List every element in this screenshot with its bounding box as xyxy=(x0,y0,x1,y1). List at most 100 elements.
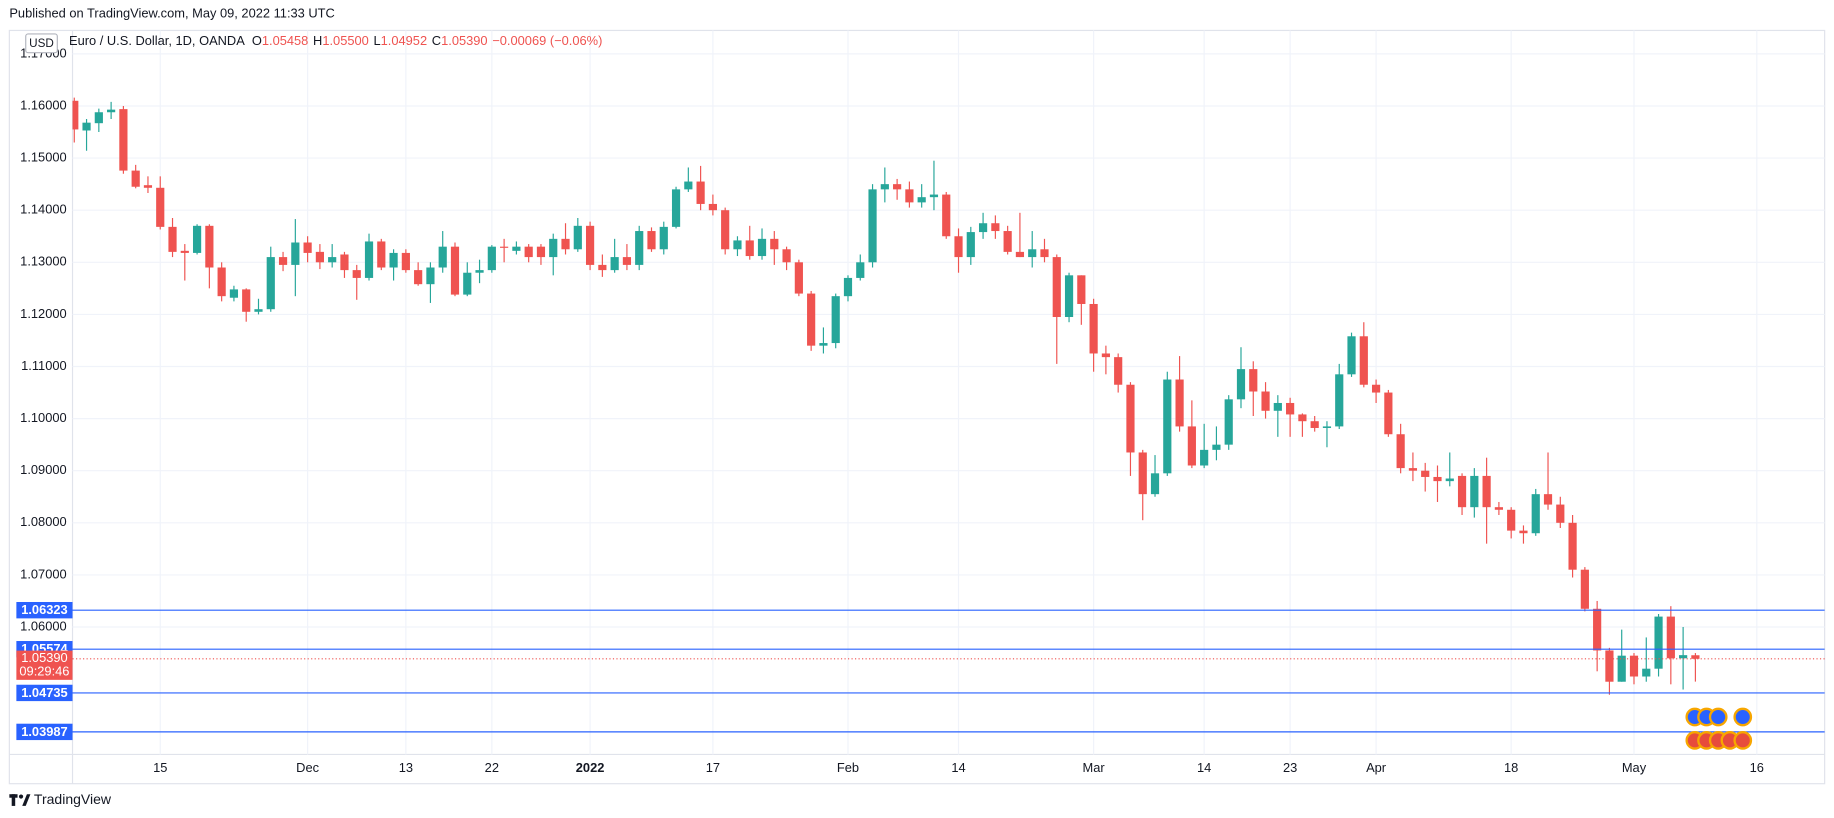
candle-body xyxy=(843,277,853,297)
candle-body xyxy=(1617,655,1626,682)
candle-body xyxy=(1580,569,1589,609)
candle-body xyxy=(1236,369,1246,400)
y-tick-label: 1.06000 xyxy=(20,618,66,633)
x-tick-label: May xyxy=(1622,760,1647,775)
candle-body xyxy=(1114,357,1123,385)
candle-body xyxy=(1310,421,1319,428)
candle-body xyxy=(291,242,300,265)
candle-body xyxy=(917,197,926,203)
candle-body xyxy=(131,170,140,187)
candle-body xyxy=(1396,434,1405,469)
candle-body xyxy=(1028,249,1037,258)
candle-body xyxy=(94,112,103,124)
candle-body xyxy=(426,267,435,285)
x-tick-label: Dec xyxy=(296,760,319,775)
candle-body xyxy=(745,240,754,257)
candle-body xyxy=(229,289,239,298)
candle-body xyxy=(978,223,988,233)
candle-body xyxy=(696,181,705,204)
candle-body xyxy=(1101,353,1110,358)
candle-body xyxy=(1556,504,1565,523)
y-tick-label: 1.11000 xyxy=(21,358,67,373)
candle-body xyxy=(966,232,975,258)
candle-body xyxy=(1261,391,1270,411)
candle-body xyxy=(1187,426,1196,466)
candle-body xyxy=(708,203,717,211)
y-tick-label: 1.08000 xyxy=(20,514,66,529)
candle-body xyxy=(1408,468,1418,471)
candle-body xyxy=(1642,668,1651,677)
candle-body xyxy=(1433,476,1442,482)
candle-body xyxy=(610,257,619,271)
candle-body xyxy=(475,270,484,273)
candle-body xyxy=(389,252,398,268)
y-tick-label: 1.14000 xyxy=(20,202,66,217)
candle-body xyxy=(954,236,963,258)
candle-body xyxy=(1531,494,1540,534)
candle-body xyxy=(1064,275,1074,318)
candle-body xyxy=(1089,303,1098,354)
candle-body xyxy=(868,189,877,263)
candle-body xyxy=(487,246,496,271)
candle-body xyxy=(622,257,632,265)
change: −0.00069 (−0.06%) xyxy=(492,34,602,49)
candle-body xyxy=(561,238,570,250)
candle-body xyxy=(1666,616,1675,659)
hline-label-bg xyxy=(16,723,73,741)
candle-body xyxy=(733,240,742,250)
candle-body xyxy=(1568,522,1577,570)
candle-body xyxy=(929,194,939,198)
candle-body xyxy=(1052,257,1061,318)
candle-body xyxy=(1298,414,1307,422)
last-price-bg xyxy=(16,650,73,680)
x-tick-label: 23 xyxy=(1283,760,1297,775)
x-tick-label: 14 xyxy=(951,760,965,775)
candle-body xyxy=(1470,475,1479,508)
candle-body xyxy=(1507,509,1516,531)
candle-body xyxy=(1138,452,1147,495)
candle-body xyxy=(1654,616,1663,669)
candle-body xyxy=(598,264,607,271)
hline-label: 1.04735 xyxy=(21,685,67,700)
candle-body xyxy=(1457,475,1467,508)
hline-label-bg xyxy=(16,684,73,702)
x-tick-label: 13 xyxy=(399,760,413,775)
candle-body xyxy=(549,238,558,258)
candle-body xyxy=(119,109,128,171)
y-tick-label: 1.15000 xyxy=(20,149,66,164)
candle-body xyxy=(807,293,816,346)
candle-body xyxy=(1212,444,1221,450)
candle-body xyxy=(1224,399,1233,445)
event-icons xyxy=(1685,707,1753,750)
candle-body xyxy=(1273,402,1282,411)
x-tick-label: Mar xyxy=(1083,760,1106,775)
candle-body xyxy=(1359,336,1368,385)
candle-body xyxy=(254,309,263,312)
candle-body xyxy=(364,241,374,278)
hline-label: 1.03987 xyxy=(21,724,67,739)
candle-body xyxy=(1286,402,1295,415)
candle-body xyxy=(1421,470,1430,477)
y-tick-label: 1.13000 xyxy=(20,254,66,269)
candle-body xyxy=(1249,369,1258,392)
x-tick-label: 15 xyxy=(153,760,167,775)
candle-body xyxy=(278,257,288,265)
candle-body xyxy=(893,184,902,190)
candle-body xyxy=(524,246,533,258)
candle-body xyxy=(463,272,472,295)
candle-body xyxy=(266,257,275,310)
candle-body xyxy=(315,251,324,263)
x-tick-label: Feb xyxy=(837,760,859,775)
candle-body xyxy=(1077,275,1086,304)
y-tick-label: 1.09000 xyxy=(20,462,66,477)
candle-body xyxy=(721,210,730,250)
candle-body xyxy=(1384,392,1393,435)
header: Euro / U.S. Dollar, 1D, OANDA O1.05458 H1.… xyxy=(69,34,602,49)
candle-body xyxy=(1494,507,1503,510)
candle-body xyxy=(684,181,693,190)
hline-label-bg xyxy=(16,601,73,619)
candle-body xyxy=(782,249,791,263)
candle-body xyxy=(143,185,153,188)
x-tick-label: 22 xyxy=(485,760,499,775)
candle-body xyxy=(180,250,189,253)
